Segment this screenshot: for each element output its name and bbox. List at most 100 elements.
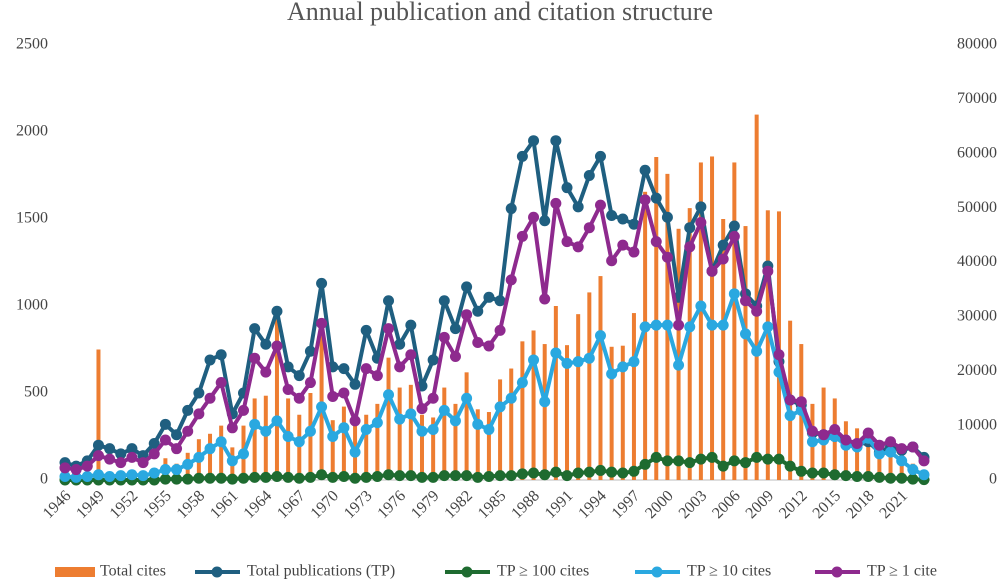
legend-swatch xyxy=(461,566,473,578)
line-marker xyxy=(539,215,551,227)
line-marker xyxy=(628,356,640,368)
line-marker xyxy=(628,246,640,258)
x-tick-label: 1988 xyxy=(508,487,543,522)
y2-tick-label: 40000 xyxy=(957,253,997,270)
line-marker xyxy=(360,363,372,375)
line-marker xyxy=(405,408,417,420)
line-marker xyxy=(371,417,383,429)
bar xyxy=(386,357,391,480)
bar xyxy=(654,157,659,480)
line-marker xyxy=(449,415,461,427)
bar xyxy=(208,433,213,480)
line-marker xyxy=(561,182,573,194)
bar xyxy=(509,368,514,480)
line-marker xyxy=(126,469,138,481)
line-marker xyxy=(862,471,874,483)
line-marker xyxy=(472,337,484,349)
line-marker xyxy=(383,295,395,307)
line-marker xyxy=(438,295,450,307)
line xyxy=(64,197,926,472)
line-marker xyxy=(338,471,350,483)
line-marker xyxy=(628,465,640,477)
line-marker xyxy=(873,439,885,451)
line-marker xyxy=(282,384,294,396)
line-marker xyxy=(416,403,428,415)
line-marker xyxy=(617,467,629,479)
line-marker xyxy=(59,471,71,483)
line-marker xyxy=(405,349,417,361)
line-marker xyxy=(818,429,830,441)
line-marker xyxy=(104,443,116,455)
line-marker xyxy=(784,410,796,422)
line-marker xyxy=(282,471,294,483)
line-marker xyxy=(193,387,205,399)
line-marker xyxy=(572,356,584,368)
line-marker xyxy=(59,462,71,474)
line-marker xyxy=(293,392,305,404)
x-tick-label: 2018 xyxy=(843,487,878,522)
x-tick-label: 1967 xyxy=(274,487,309,522)
line-marker xyxy=(371,370,383,382)
line-marker xyxy=(684,457,696,469)
line-marker xyxy=(427,392,439,404)
line-marker xyxy=(617,361,629,373)
line-marker xyxy=(572,241,584,253)
legend-swatch xyxy=(211,566,223,578)
line-marker xyxy=(405,470,417,482)
line-marker xyxy=(193,451,205,463)
line-marker xyxy=(215,377,227,389)
line-marker xyxy=(806,436,818,448)
line-marker xyxy=(606,466,618,478)
line-marker xyxy=(528,354,540,366)
line-marker xyxy=(840,470,852,482)
line-marker xyxy=(706,319,718,331)
line-marker xyxy=(383,389,395,401)
line-marker xyxy=(762,453,774,465)
line-marker xyxy=(873,448,885,460)
x-tick-label: 2003 xyxy=(676,487,711,522)
line-marker xyxy=(271,340,283,352)
x-tick-label: 2009 xyxy=(743,487,778,522)
bar xyxy=(364,414,369,480)
line-marker xyxy=(851,437,863,449)
y-tick-label: 2000 xyxy=(16,123,48,140)
line-marker xyxy=(472,418,484,430)
line-marker xyxy=(851,471,863,483)
line-marker xyxy=(394,338,406,350)
line-marker xyxy=(896,455,908,467)
y2-tick-label: 30000 xyxy=(957,308,997,325)
line-marker xyxy=(182,425,194,437)
line-marker xyxy=(394,470,406,482)
line-marker xyxy=(717,319,729,331)
line-marker xyxy=(728,220,740,232)
line-marker xyxy=(572,201,584,213)
bar xyxy=(520,341,525,480)
bar xyxy=(631,313,636,480)
y-tick-label: 0 xyxy=(40,471,48,488)
line-marker xyxy=(594,150,606,162)
line-marker xyxy=(740,457,752,469)
line-marker xyxy=(483,471,495,483)
line-marker xyxy=(784,460,796,472)
line-marker xyxy=(171,429,183,441)
line-marker xyxy=(349,472,361,484)
line-marker xyxy=(159,464,171,476)
line-marker xyxy=(271,415,283,427)
line-marker xyxy=(684,241,696,253)
line-marker xyxy=(193,408,205,420)
line-marker xyxy=(550,466,562,478)
line-marker xyxy=(505,274,517,286)
line-marker xyxy=(684,321,696,333)
line-marker xyxy=(773,349,785,361)
line-marker xyxy=(516,377,528,389)
y2-tick-label: 50000 xyxy=(957,199,997,216)
line-marker xyxy=(751,451,763,463)
legend-swatch xyxy=(55,567,95,577)
bar xyxy=(498,379,503,480)
line-marker xyxy=(583,222,595,234)
y2-tick-label: 0 xyxy=(989,471,997,488)
line-marker xyxy=(338,363,350,375)
line-marker xyxy=(561,236,573,248)
line-marker xyxy=(639,458,651,470)
line-marker xyxy=(461,309,473,321)
